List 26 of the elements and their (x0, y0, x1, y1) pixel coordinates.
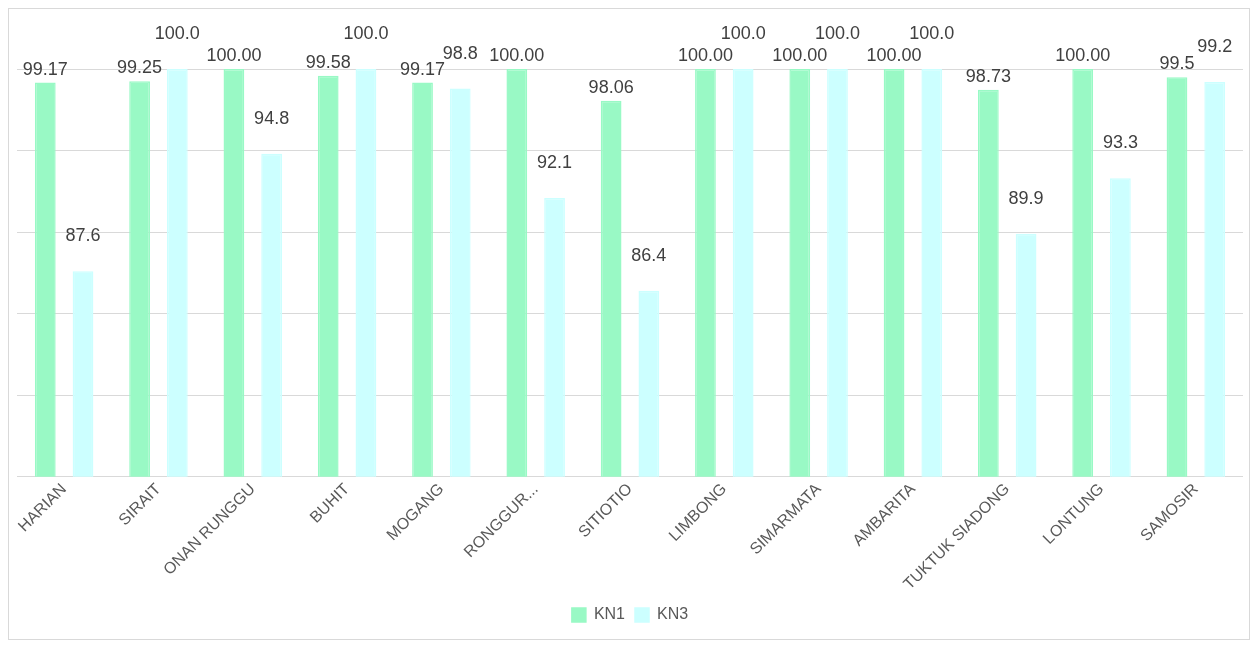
data-label: 92.1 (537, 151, 573, 172)
data-label: 100.00 (206, 44, 262, 65)
data-label: 94.8 (254, 107, 290, 128)
data-label: 93.3 (1102, 132, 1138, 153)
data-label: 99.58 (305, 51, 351, 72)
data-label: 100.0 (720, 22, 766, 43)
data-label: 98.73 (965, 65, 1011, 86)
data-label: 100.00 (677, 44, 733, 65)
data-label: 100.0 (814, 22, 860, 43)
data-label: 99.25 (117, 57, 163, 78)
data-label: 86.4 (631, 244, 667, 265)
legend-label: KN3 (657, 605, 689, 623)
data-label: 100.00 (772, 44, 828, 65)
data-label: 99.5 (1159, 53, 1195, 74)
data-label: 100.0 (909, 22, 955, 43)
data-label: 99.17 (22, 58, 68, 79)
data-label: 100.00 (489, 44, 545, 65)
data-label: 89.9 (1008, 187, 1044, 208)
data-label: 100.0 (343, 22, 389, 43)
data-label: 87.6 (65, 225, 101, 246)
data-label: 100.0 (154, 22, 200, 43)
data-label: 100.00 (1055, 44, 1111, 65)
legend-label: KN1 (593, 605, 626, 623)
data-label: 98.06 (588, 76, 634, 97)
data-label: 99.2 (1197, 36, 1233, 57)
data-label: 100.00 (866, 44, 922, 65)
